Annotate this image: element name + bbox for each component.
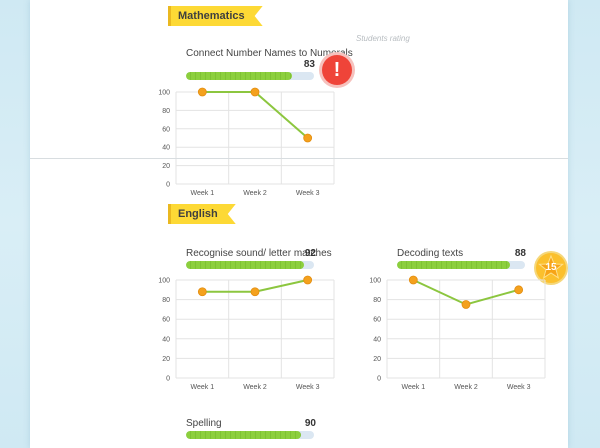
skill-title: Spelling bbox=[186, 418, 222, 429]
skill-score: 88 bbox=[514, 248, 526, 259]
y-tick-label: 60 bbox=[162, 126, 170, 133]
data-point bbox=[197, 287, 207, 297]
exclamation-icon: ! bbox=[333, 59, 341, 81]
progress-bar-fill bbox=[186, 431, 302, 439]
x-tick-label: Week 2 bbox=[243, 384, 267, 391]
subject-title: Mathematics bbox=[178, 10, 245, 22]
x-tick-label: Week 3 bbox=[507, 384, 531, 391]
data-point bbox=[197, 87, 207, 97]
subject-title: English bbox=[178, 208, 218, 220]
progress-bar bbox=[186, 431, 314, 439]
progress-bar bbox=[186, 261, 314, 269]
x-tick-label: Week 2 bbox=[243, 190, 267, 197]
y-tick-label: 80 bbox=[373, 297, 381, 304]
y-tick-label: 40 bbox=[162, 145, 170, 152]
data-point bbox=[461, 300, 471, 309]
data-point bbox=[250, 287, 260, 297]
y-tick-label: 60 bbox=[162, 317, 170, 324]
line-chart: 100 80 60 40 20 0 Week 1 Week 2 Week 3 bbox=[369, 275, 546, 391]
y-tick-label: 100 bbox=[158, 90, 170, 97]
y-tick-label: 40 bbox=[373, 336, 381, 343]
progress-bar bbox=[397, 261, 525, 269]
progress-bar bbox=[186, 72, 314, 80]
alert-badge[interactable]: ! bbox=[322, 55, 352, 85]
star-icon bbox=[538, 254, 564, 279]
subject-ribbon-english: English bbox=[168, 204, 236, 224]
x-tick-label: Week 1 bbox=[402, 384, 426, 391]
x-tick-label: Week 1 bbox=[191, 384, 215, 391]
skill-score: 92 bbox=[304, 248, 316, 259]
skill-score: 90 bbox=[304, 418, 316, 429]
x-tick-label: Week 3 bbox=[296, 190, 320, 197]
section-divider bbox=[30, 158, 568, 159]
data-point bbox=[303, 133, 313, 143]
x-tick-label: Week 1 bbox=[191, 190, 215, 197]
line-chart: 100 80 60 40 20 0 Week 1 Week 2 Week 3 bbox=[158, 275, 335, 391]
students-rating-caption: Students rating bbox=[356, 34, 410, 43]
y-tick-label: 0 bbox=[166, 182, 170, 189]
y-tick-label: 100 bbox=[369, 278, 381, 285]
data-point bbox=[514, 285, 524, 295]
progress-bar-fill bbox=[186, 261, 304, 269]
data-point bbox=[303, 275, 313, 285]
y-tick-label: 100 bbox=[158, 278, 170, 285]
subject-ribbon-mathematics: Mathematics bbox=[168, 6, 263, 26]
y-tick-label: 40 bbox=[162, 336, 170, 343]
y-tick-label: 0 bbox=[166, 376, 170, 383]
progress-bar-fill bbox=[397, 261, 510, 269]
x-tick-label: Week 3 bbox=[296, 384, 320, 391]
y-tick-label: 20 bbox=[373, 356, 381, 363]
y-tick-label: 20 bbox=[162, 356, 170, 363]
y-tick-label: 80 bbox=[162, 108, 170, 115]
data-point bbox=[408, 275, 418, 285]
skill-title: Decoding texts bbox=[397, 248, 464, 259]
star-badge[interactable]: 15 bbox=[536, 253, 566, 283]
y-tick-label: 20 bbox=[162, 163, 170, 170]
data-point bbox=[250, 87, 260, 97]
y-tick-label: 0 bbox=[377, 376, 381, 383]
y-tick-label: 80 bbox=[162, 297, 170, 304]
progress-bar-fill bbox=[186, 72, 293, 80]
skill-score: 83 bbox=[303, 59, 315, 70]
skill-title: Recognise sound/ letter matches bbox=[186, 248, 332, 259]
line-chart: 100 80 60 40 20 0 Week 1 Week 2 Week 3 bbox=[158, 87, 335, 197]
star-count: 15 bbox=[545, 262, 557, 273]
y-tick-label: 60 bbox=[373, 317, 381, 324]
x-tick-label: Week 2 bbox=[454, 384, 478, 391]
report-panel: Mathematics Students rating Connect Numb… bbox=[30, 0, 568, 448]
skill-title: Connect Number Names to Numerals bbox=[186, 48, 353, 59]
series-line bbox=[202, 91, 309, 139]
